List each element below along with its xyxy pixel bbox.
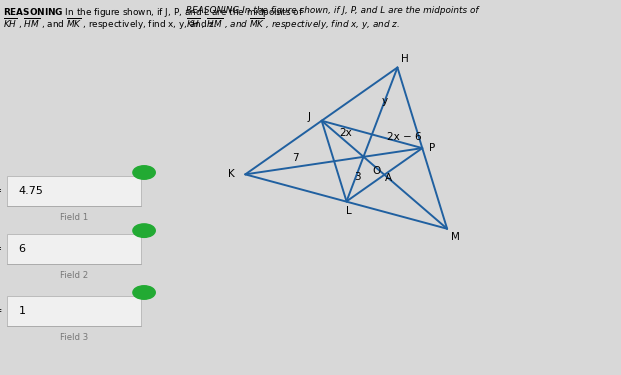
Text: M: M <box>451 232 460 242</box>
Text: 2x − 6: 2x − 6 <box>387 132 422 142</box>
Text: x =: x = <box>0 186 2 196</box>
FancyBboxPatch shape <box>7 176 141 206</box>
FancyBboxPatch shape <box>7 234 141 264</box>
Text: O: O <box>372 166 381 176</box>
Text: 2x: 2x <box>340 128 352 138</box>
Text: y: y <box>382 96 388 106</box>
Text: L: L <box>346 206 352 216</box>
Text: Field 3: Field 3 <box>60 333 88 342</box>
Text: A: A <box>385 173 392 183</box>
Text: z =: z = <box>0 306 2 316</box>
Text: P: P <box>429 143 435 153</box>
Text: Field 2: Field 2 <box>60 271 88 280</box>
Text: K: K <box>229 170 235 179</box>
Text: 7: 7 <box>292 153 299 163</box>
Text: $\bf{REASONING}$ In the figure shown, if J, P, and L are the midpoints of: $\bf{REASONING}$ In the figure shown, if… <box>3 6 304 19</box>
Text: $\overline{KH}$ , $\overline{HM}$ , and $\overline{MK}$ , respectively, find x, : $\overline{KH}$ , $\overline{HM}$ , and … <box>186 17 401 32</box>
Text: J: J <box>308 112 310 122</box>
Text: 1: 1 <box>19 306 25 316</box>
Text: 3: 3 <box>354 172 360 182</box>
Text: REASONING In the figure shown, if J, P, and L are the midpoints of: REASONING In the figure shown, if J, P, … <box>186 6 479 15</box>
Text: $\overline{KH}$ , $\overline{HM}$ , and $\overline{MK}$ , respectively, find x, : $\overline{KH}$ , $\overline{HM}$ , and … <box>3 17 217 32</box>
Circle shape <box>133 224 155 237</box>
Text: 4.75: 4.75 <box>19 186 43 196</box>
Text: 6: 6 <box>19 244 25 254</box>
FancyBboxPatch shape <box>7 296 141 326</box>
Text: Field 1: Field 1 <box>60 213 88 222</box>
Circle shape <box>133 286 155 299</box>
Circle shape <box>133 166 155 179</box>
Text: H: H <box>401 54 409 64</box>
Text: y =: y = <box>0 244 2 254</box>
